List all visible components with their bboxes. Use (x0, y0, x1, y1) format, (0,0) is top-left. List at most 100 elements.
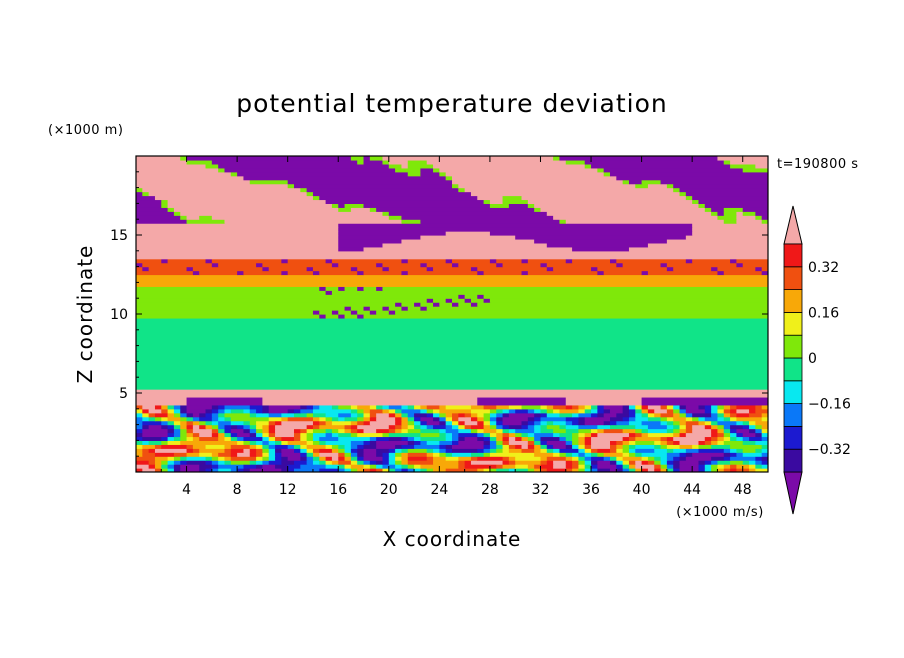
field-cell (344, 424, 352, 430)
field-cell (534, 238, 668, 244)
field-cell (338, 468, 346, 472)
field-cell (711, 468, 719, 472)
field-cell (730, 408, 737, 414)
field-cell (433, 460, 459, 465)
field-cell (350, 468, 358, 472)
field-cell (698, 416, 706, 422)
field-cell (635, 424, 649, 430)
field-cell (439, 302, 453, 307)
field-cell (306, 266, 314, 272)
field-cell (597, 404, 605, 410)
field-cell (445, 428, 459, 434)
field-cell (395, 452, 403, 457)
field-cell (553, 215, 719, 220)
field-cell (559, 219, 567, 224)
field-cell (268, 448, 276, 453)
field-cell (192, 432, 200, 438)
field-cell (742, 452, 763, 457)
field-cell (357, 416, 365, 422)
field-cell (452, 183, 459, 189)
field-cell (572, 436, 579, 441)
field-cell (641, 404, 649, 410)
field-cell (344, 444, 352, 449)
field-cell (477, 400, 567, 406)
field-cell (489, 412, 497, 418)
field-cell (521, 420, 529, 426)
field-cell (565, 219, 725, 224)
field-cell (692, 444, 700, 449)
field-cell (136, 377, 768, 382)
field-cell (704, 460, 712, 465)
field-cell (167, 464, 175, 469)
field-cell (369, 468, 377, 472)
field-cell (502, 460, 510, 465)
field-cell (489, 416, 497, 422)
field-cell (723, 440, 744, 445)
field-cell (218, 452, 232, 457)
field-cell (173, 464, 181, 469)
field-cell (578, 460, 586, 465)
field-cell (395, 420, 403, 426)
field-cell (458, 456, 472, 461)
field-cell (249, 432, 257, 438)
field-cell (755, 408, 768, 414)
field-cell (521, 195, 687, 201)
field-cell (136, 365, 768, 370)
field-cell (496, 258, 523, 264)
field-cell (319, 195, 478, 201)
field-cell (363, 448, 377, 453)
field-cell (603, 428, 624, 434)
field-cell (268, 266, 308, 272)
field-cell (414, 412, 428, 418)
field-cell (698, 444, 712, 449)
field-cell (148, 191, 308, 197)
field-cell (350, 266, 358, 272)
x-tick-label: 24 (430, 482, 448, 498)
field-cell (363, 440, 371, 445)
field-cell (142, 424, 150, 430)
field-cell (723, 452, 731, 457)
field-cell (584, 456, 592, 461)
field-cell (256, 452, 263, 457)
field-cell (704, 207, 712, 212)
field-cell (420, 440, 428, 445)
field-cell (224, 416, 232, 422)
field-cell (382, 211, 390, 216)
field-cell (256, 424, 263, 430)
field-cell (483, 404, 497, 410)
field-cell (388, 215, 403, 220)
field-cell (540, 416, 567, 422)
field-cell (249, 420, 257, 426)
field-cell (154, 404, 162, 410)
field-cell (319, 286, 327, 291)
field-cell (660, 416, 668, 422)
field-cell (477, 302, 768, 307)
field-cell (331, 420, 352, 426)
field-cell (452, 262, 459, 268)
field-cell (211, 452, 219, 457)
field-cell (578, 468, 586, 472)
field-cell (136, 400, 188, 406)
field-cell (136, 231, 339, 236)
field-cell (275, 432, 295, 438)
field-cell (515, 436, 523, 441)
field-cell (584, 448, 592, 453)
field-cell (186, 400, 263, 406)
field-cell (660, 436, 668, 441)
field-cell (382, 242, 548, 248)
field-cell (647, 183, 668, 189)
field-cell (616, 440, 624, 445)
field-cell (660, 404, 668, 410)
field-cell (597, 452, 605, 457)
field-cell (761, 266, 768, 272)
field-cell (553, 404, 567, 410)
field-cell (761, 436, 768, 441)
field-cell (685, 420, 700, 426)
field-cell (161, 203, 169, 208)
field-cell (287, 408, 295, 414)
field-cell (540, 464, 554, 469)
field-cell (312, 452, 320, 457)
field-cell (395, 456, 403, 461)
field-cell (452, 436, 459, 441)
field-cell (218, 428, 226, 434)
